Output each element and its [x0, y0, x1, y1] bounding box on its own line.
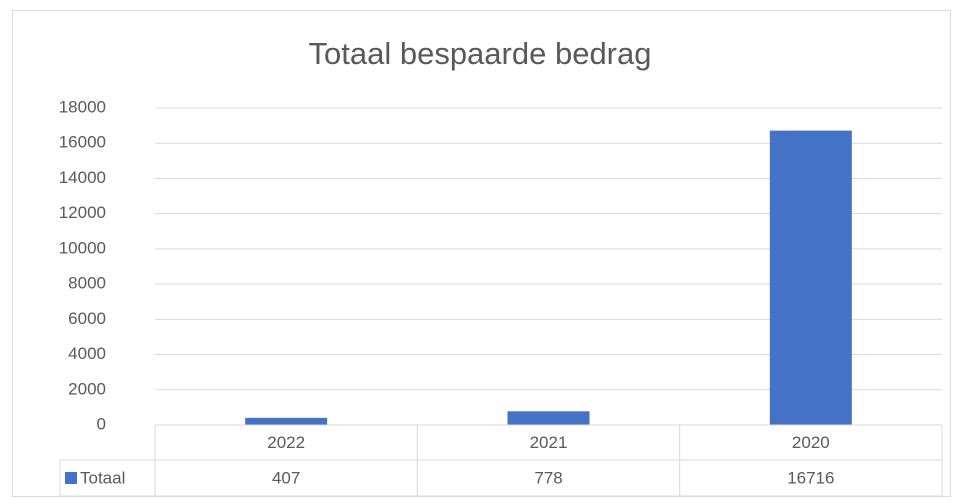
data-table-value: 407 — [272, 468, 300, 487]
legend-swatch — [65, 472, 77, 484]
x-tick-label: 2020 — [792, 433, 830, 452]
bar — [507, 411, 590, 425]
bar — [245, 417, 328, 425]
chart-title: Totaal bespaarde bedrag — [309, 36, 652, 71]
y-tick-label: 10000 — [59, 238, 106, 257]
y-tick-label: 2000 — [68, 379, 106, 398]
y-tick-label: 14000 — [59, 168, 106, 187]
y-tick-label: 8000 — [68, 274, 106, 293]
bar — [769, 130, 852, 425]
y-tick-label: 6000 — [68, 309, 106, 328]
y-tick-label: 0 — [97, 414, 106, 433]
y-tick-label: 16000 — [59, 133, 106, 152]
y-tick-label: 18000 — [59, 97, 106, 116]
legend-label: Totaal — [80, 468, 125, 487]
y-tick-label: 12000 — [59, 203, 106, 222]
y-tick-label: 4000 — [68, 344, 106, 363]
data-table-value: 778 — [534, 468, 562, 487]
data-table-value: 16716 — [787, 468, 834, 487]
x-tick-label: 2022 — [267, 433, 305, 452]
x-tick-label: 2021 — [530, 433, 568, 452]
